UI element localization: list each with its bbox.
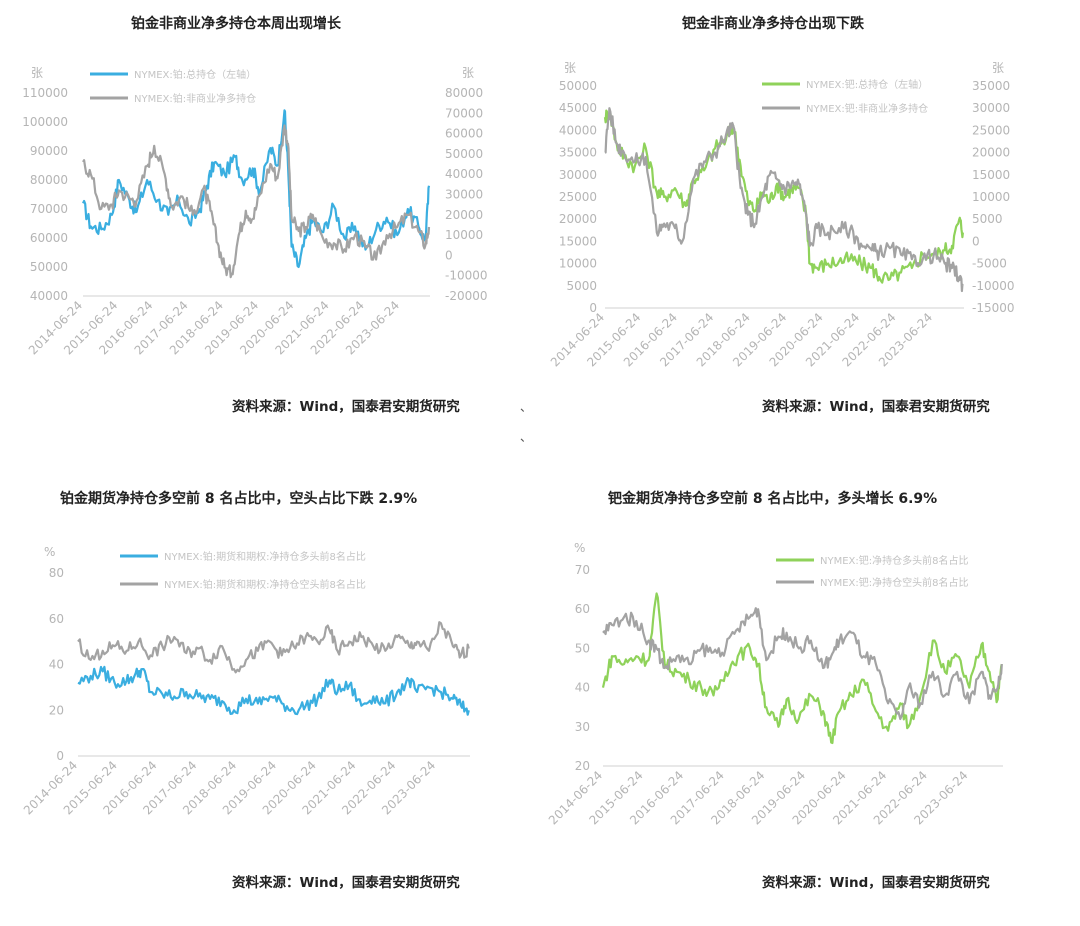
legend-label: NYMEX:铂:总持仓（左轴）	[134, 68, 256, 81]
legend-label: NYMEX:钯:非商业净多持仓	[806, 102, 928, 115]
series-line-2	[82, 124, 431, 279]
y-right-tick-label: 25000	[972, 123, 1010, 137]
y-tick-label: 60	[575, 602, 590, 616]
chart-source: 资料来源：Wind，国泰君安期货研究	[232, 875, 460, 891]
y-tick-label: 80000	[30, 173, 68, 187]
y-tick-label: 0	[56, 749, 64, 763]
y-tick-label: 40000	[30, 289, 68, 303]
series-line-2	[604, 107, 964, 293]
legend-label: NYMEX:钯:净持仓空头前8名占比	[820, 576, 969, 589]
y-tick-label: 60000	[30, 231, 68, 245]
y-right-tick-label: 40000	[445, 167, 483, 181]
chart-source: 资料来源：Wind，国泰君安期货研究	[762, 399, 990, 415]
series-line-1	[603, 109, 964, 284]
y-tick-label: 40	[49, 658, 64, 672]
series-line-1	[77, 665, 470, 716]
y-right-tick-label: 20000	[445, 208, 483, 222]
y-axis-unit: 张	[31, 66, 43, 80]
separator-mark: 、	[520, 430, 533, 444]
y-tick-label: 70000	[30, 202, 68, 216]
y-right-tick-label: 10000	[972, 190, 1010, 204]
y-right-tick-label: 10000	[445, 228, 483, 242]
y-tick-label: 5000	[566, 279, 597, 293]
y-tick-label: 70	[575, 563, 590, 577]
y-tick-label: 40000	[559, 123, 597, 137]
chart-title: 钯金期货净持仓多空前 8 名占比中，多头增长 6.9%	[608, 491, 938, 507]
y-right-tick-label: 0	[445, 248, 453, 262]
series-line-1	[82, 109, 431, 269]
y-right-tick-label: -5000	[972, 257, 1007, 271]
y-right-tick-label: -20000	[445, 289, 488, 303]
y-tick-label: 40	[575, 681, 590, 695]
y-right-tick-label: 70000	[445, 106, 483, 120]
y-right-tick-label: 0	[972, 234, 980, 248]
y-tick-label: 35000	[559, 146, 597, 160]
legend-label: NYMEX:铂:期货和期权:净持仓空头前8名占比	[164, 578, 366, 591]
legend-label: NYMEX:铂:非商业净多持仓	[134, 92, 256, 105]
y-tick-label: 10000	[559, 257, 597, 271]
y-tick-label: 50	[575, 641, 590, 655]
legend-label: NYMEX:钯:净持仓多头前8名占比	[820, 554, 969, 567]
y-tick-label: 25000	[559, 190, 597, 204]
series-line-2	[77, 621, 470, 674]
y-right-axis-unit: 张	[992, 61, 1004, 75]
y-right-tick-label: 50000	[445, 147, 483, 161]
legend-label: NYMEX:钯:总持仓（左轴）	[806, 78, 928, 91]
y-tick-label: 0	[589, 301, 597, 315]
y-tick-label: 30000	[559, 168, 597, 182]
y-tick-label: 30	[575, 720, 590, 734]
y-axis-unit: %	[44, 545, 55, 559]
y-right-tick-label: 30000	[972, 101, 1010, 115]
legend-label: NYMEX:铂:期货和期权:净持仓多头前8名占比	[164, 550, 366, 563]
y-right-tick-label: 15000	[972, 168, 1010, 182]
y-right-tick-label: -10000	[972, 279, 1015, 293]
y-tick-label: 110000	[22, 86, 68, 100]
chart-source: 资料来源：Wind，国泰君安期货研究	[762, 875, 990, 891]
chart-title: 铂金期货净持仓多空前 8 名占比中，空头占比下跌 2.9%	[60, 491, 418, 507]
y-right-tick-label: -10000	[445, 269, 488, 283]
y-tick-label: 50000	[559, 79, 597, 93]
y-right-tick-label: 20000	[972, 146, 1010, 160]
y-tick-label: 45000	[559, 101, 597, 115]
y-right-axis-unit: 张	[462, 66, 474, 80]
y-axis-unit: %	[574, 541, 585, 555]
y-right-tick-label: 30000	[445, 188, 483, 202]
y-tick-label: 80	[49, 566, 64, 580]
y-tick-label: 20	[575, 759, 590, 773]
y-tick-label: 90000	[30, 144, 68, 158]
y-tick-label: 20000	[559, 212, 597, 226]
y-tick-label: 50000	[30, 260, 68, 274]
y-right-tick-label: 60000	[445, 127, 483, 141]
chart-title: 钯金非商业净多持仓出现下跌	[682, 16, 864, 32]
y-right-tick-label: 80000	[445, 86, 483, 100]
y-right-tick-label: 35000	[972, 79, 1010, 93]
series-line-2	[602, 607, 1003, 721]
separator-mark: 、	[520, 400, 533, 414]
y-right-tick-label: -15000	[972, 301, 1015, 315]
y-axis-unit: 张	[564, 61, 576, 75]
chart-title: 铂金非商业净多持仓本周出现增长	[131, 16, 341, 32]
chart-source: 资料来源：Wind，国泰君安期货研究	[232, 399, 460, 415]
y-tick-label: 20	[49, 703, 64, 717]
y-right-tick-label: 5000	[972, 212, 1003, 226]
y-tick-label: 60	[49, 612, 64, 626]
y-tick-label: 100000	[22, 115, 68, 129]
y-tick-label: 15000	[559, 234, 597, 248]
